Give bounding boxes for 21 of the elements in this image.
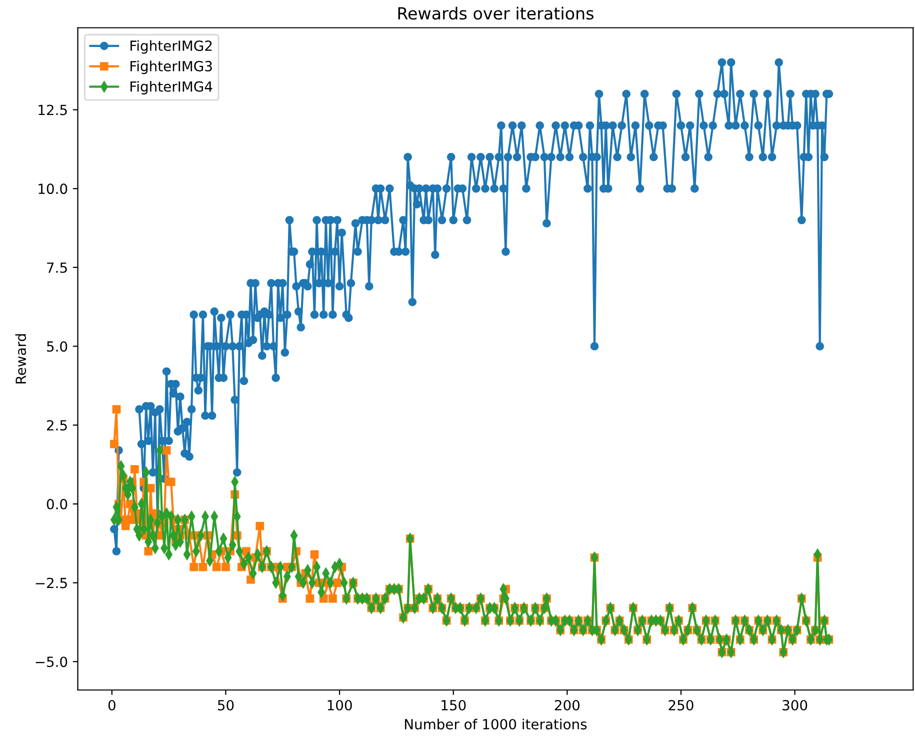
legend-label: FighterIMG3 [130, 60, 212, 74]
y-tick-label: 2.5 [46, 420, 67, 431]
y-tick-label: 12.5 [38, 104, 67, 116]
legend-label: FighterIMG4 [130, 81, 212, 94]
x-tick-label: 150 [442, 700, 466, 710]
x-tick-label: 100 [328, 700, 352, 710]
x-tick-label: 0 [108, 700, 116, 710]
y-axis-title: Reward [15, 334, 26, 384]
y-tick-label: 7.5 [47, 262, 67, 273]
x-axis-title: Number of 1000 iterations [404, 718, 587, 730]
y-tick-label: 5.0 [47, 341, 68, 352]
x-tick-label: 300 [782, 700, 808, 710]
x-tick-label: 250 [668, 700, 694, 710]
chart-title: Rewards over iterations [398, 6, 594, 20]
y-tick-label: 10.0 [38, 184, 68, 194]
x-tick-label: 200 [554, 700, 580, 710]
y-tick-label: 0.0 [46, 498, 68, 510]
y-tick-label: −2.5 [36, 578, 67, 588]
legend-label: FighterIMG2 [130, 40, 212, 54]
x-tick-label: 50 [218, 700, 234, 710]
y-tick-label: −5.0 [36, 656, 68, 668]
